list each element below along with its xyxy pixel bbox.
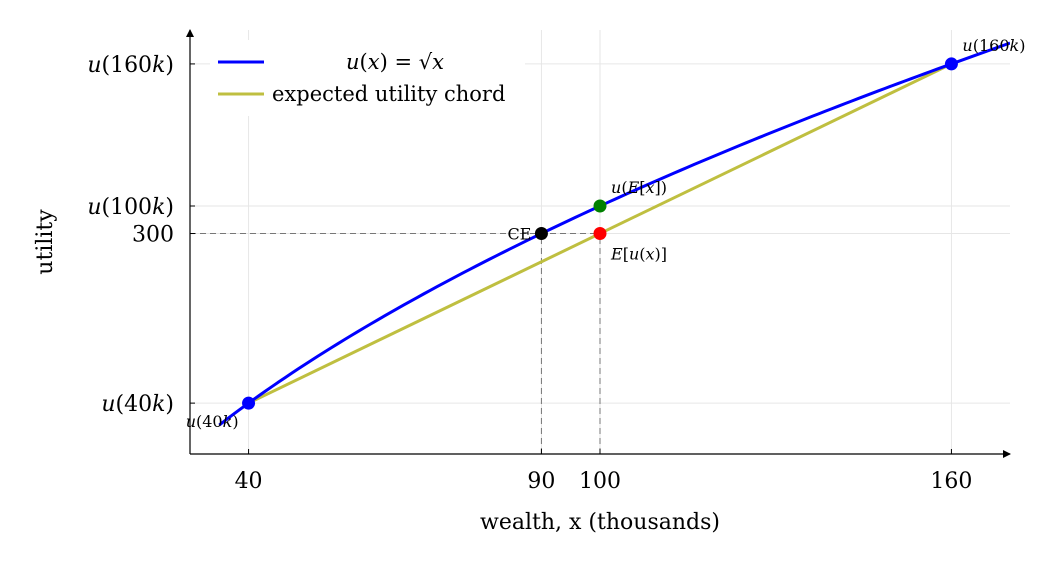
legend-label: u(x) = √x — [346, 50, 444, 74]
legend: u(x) = √x expected utility chord — [210, 40, 525, 116]
point-label: u(40k) — [186, 412, 239, 431]
x-axis-arrow — [1003, 450, 1011, 458]
point-label: E[u(x)] — [610, 245, 667, 264]
y-axis-title: utility — [33, 209, 58, 275]
x-axis-title: wealth, x (thousands) — [480, 510, 720, 535]
x-tick-label: 90 — [527, 469, 555, 494]
y-axis-arrow — [186, 29, 194, 37]
points-layer — [242, 57, 958, 410]
point-marker — [242, 396, 256, 410]
point-marker — [944, 57, 958, 71]
y-tick-label: 300 — [132, 223, 174, 248]
point-marker — [534, 227, 548, 241]
point-marker — [593, 227, 607, 241]
point-label: u(E[x]) — [611, 178, 667, 197]
y-tick-label: u(100k) — [87, 195, 174, 220]
x-tick-label: 40 — [235, 469, 263, 494]
x-tick-label: 160 — [930, 469, 972, 494]
x-tick-label: 100 — [579, 469, 621, 494]
utility-curve — [218, 41, 1010, 427]
y-tick-label: u(40k) — [101, 392, 174, 417]
point-marker — [593, 199, 607, 213]
legend-box — [210, 40, 525, 116]
guide-lines — [190, 233, 601, 454]
point-label: u(160k) — [962, 36, 1025, 55]
legend-label: expected utility chord — [272, 82, 505, 106]
point-labels: u(40k) u(160k) u(E[x]) E[u(x)] CE — [186, 36, 1026, 431]
ticks: 40 90 100 160 u(40k) 300 u(100k) u(160k) — [87, 53, 972, 494]
point-label: CE — [508, 225, 532, 244]
y-tick-label: u(160k) — [87, 53, 174, 78]
